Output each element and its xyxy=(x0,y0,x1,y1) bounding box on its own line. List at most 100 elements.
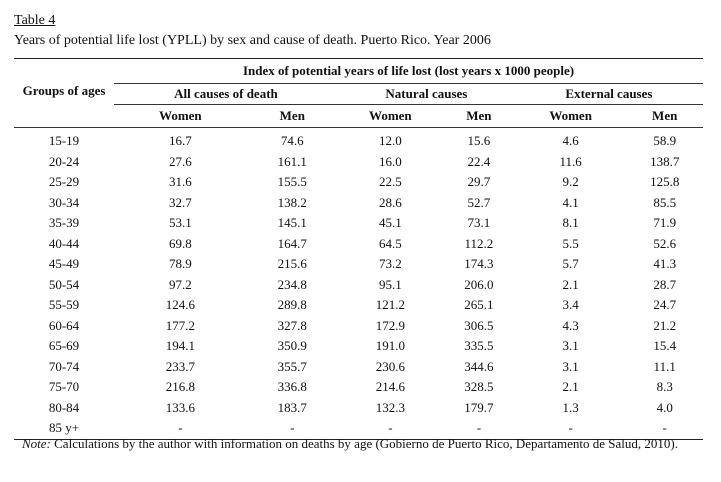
note-label: Note: xyxy=(22,436,51,451)
table-note: Note: Calculations by the author with in… xyxy=(22,436,678,452)
group-header-all-causes: All causes of death xyxy=(114,83,338,105)
index-header: Index of potential years of life lost (l… xyxy=(114,58,703,84)
value-cell: 132.3 xyxy=(375,399,405,415)
value-cell: 155.5 xyxy=(277,174,307,190)
value-cell: 183.7 xyxy=(277,399,307,415)
age-group-cell: 35-39 xyxy=(48,215,80,231)
age-group-cell: 55-59 xyxy=(48,297,80,313)
table-label: Table 4 xyxy=(14,13,56,28)
table-row: 85 y+ - - - - - - xyxy=(14,418,703,440)
value-cell: 31.6 xyxy=(168,174,192,190)
value-cell: 265.1 xyxy=(464,297,494,313)
table-row: 65-69 194.1 350.9 191.0 335.5 3.1 15.4 xyxy=(14,336,703,357)
value-cell: 8.1 xyxy=(562,215,579,231)
value-cell: 52.7 xyxy=(467,194,491,210)
age-group-cell: 25-29 xyxy=(48,174,80,190)
table-row: 20-24 27.6 161.1 16.0 22.4 11.6 138.7 xyxy=(14,152,703,173)
value-cell: 194.1 xyxy=(165,338,195,354)
value-cell: 74.6 xyxy=(280,133,304,149)
value-cell: 112.2 xyxy=(464,235,494,251)
value-cell: 336.8 xyxy=(277,379,307,395)
value-cell: 5.5 xyxy=(562,235,579,251)
table-row: 50-54 97.2 234.8 95.1 206.0 2.1 28.7 xyxy=(14,275,703,296)
value-cell: - xyxy=(514,418,627,440)
value-cell: - xyxy=(337,418,443,440)
value-cell: 214.6 xyxy=(375,379,405,395)
value-cell: 179.7 xyxy=(464,399,494,415)
header-spacer xyxy=(14,104,114,128)
sex-header: Men xyxy=(246,104,338,128)
value-cell: - xyxy=(442,418,515,440)
value-cell: 350.9 xyxy=(277,338,307,354)
value-cell: 64.5 xyxy=(378,235,402,251)
value-cell: 21.2 xyxy=(653,317,677,333)
age-group-cell: 60-64 xyxy=(48,317,80,333)
value-cell: 230.6 xyxy=(375,358,405,374)
value-cell: 133.6 xyxy=(165,399,195,415)
value-cell: 215.6 xyxy=(277,256,307,272)
value-cell: 32.7 xyxy=(168,194,192,210)
group-header-external-causes: External causes xyxy=(514,83,703,105)
value-cell: 164.7 xyxy=(277,235,307,251)
value-cell: 28.6 xyxy=(378,194,402,210)
value-cell: 174.3 xyxy=(464,256,494,272)
value-cell: 58.9 xyxy=(653,133,677,149)
value-cell: 85.5 xyxy=(653,194,677,210)
value-cell: 344.6 xyxy=(464,358,494,374)
value-cell: 3.1 xyxy=(562,338,579,354)
age-group-cell: 30-34 xyxy=(48,194,80,210)
value-cell: 161.1 xyxy=(277,153,307,169)
age-group-cell: 50-54 xyxy=(48,276,80,292)
value-cell: 11.1 xyxy=(653,358,676,374)
age-group-cell: 80-84 xyxy=(48,399,80,415)
group-header-natural-causes: Natural causes xyxy=(337,83,515,105)
sex-header: Men xyxy=(626,104,703,128)
value-cell: 121.2 xyxy=(375,297,405,313)
value-cell: 4.3 xyxy=(562,317,579,333)
value-cell: 4.6 xyxy=(562,133,579,149)
value-cell: 328.5 xyxy=(464,379,494,395)
value-cell: 24.7 xyxy=(653,297,677,313)
value-cell: 191.0 xyxy=(375,338,405,354)
value-cell: 22.4 xyxy=(467,153,491,169)
value-cell: - xyxy=(246,418,338,440)
value-cell: - xyxy=(114,418,247,440)
value-cell: 206.0 xyxy=(464,276,494,292)
table-row: 80-84 133.6 183.7 132.3 179.7 1.3 4.0 xyxy=(14,398,703,419)
value-cell: 15.4 xyxy=(653,338,677,354)
value-cell: 22.5 xyxy=(378,174,402,190)
value-cell: 2.1 xyxy=(562,276,579,292)
table-row: 30-34 32.7 138.2 28.6 52.7 4.1 85.5 xyxy=(14,193,703,214)
age-group-cell: 85 y+ xyxy=(14,418,114,440)
age-group-cell: 75-70 xyxy=(48,379,80,395)
value-cell: 355.7 xyxy=(277,358,307,374)
value-cell: 145.1 xyxy=(277,215,307,231)
value-cell: 45.1 xyxy=(378,215,402,231)
ypll-table: Groups of ages Index of potential years … xyxy=(14,58,703,440)
table-row: 55-59 124.6 289.8 121.2 265.1 3.4 24.7 xyxy=(14,295,703,316)
value-cell: 52.6 xyxy=(653,235,677,251)
table-row: 75-70 216.8 336.8 214.6 328.5 2.1 8.3 xyxy=(14,377,703,398)
value-cell: 4.0 xyxy=(656,399,673,415)
value-cell: 73.2 xyxy=(378,256,402,272)
value-cell: 306.5 xyxy=(464,317,494,333)
sex-header: Women xyxy=(514,104,627,128)
value-cell: 69.8 xyxy=(168,235,192,251)
value-cell: 73.1 xyxy=(467,215,491,231)
value-cell: 9.2 xyxy=(562,174,579,190)
value-cell: 172.9 xyxy=(375,317,405,333)
table-row: 15-19 16.7 74.6 12.0 15.6 4.6 58.9 xyxy=(14,128,703,152)
table-row: 35-39 53.1 145.1 45.1 73.1 8.1 71.9 xyxy=(14,213,703,234)
age-group-cell: 15-19 xyxy=(48,133,80,149)
sex-header: Men xyxy=(442,104,515,128)
sex-header: Women xyxy=(337,104,443,128)
value-cell: 78.9 xyxy=(168,256,192,272)
table-title: Years of potential life lost (YPLL) by s… xyxy=(14,33,491,48)
note-text: Calculations by the author with informat… xyxy=(50,436,678,451)
value-cell: 138.7 xyxy=(650,153,680,169)
value-cell: 16.0 xyxy=(378,153,402,169)
table-body: 15-19 16.7 74.6 12.0 15.6 4.6 58.9 20-24 27.6 161… xyxy=(14,128,703,440)
value-cell: 41.3 xyxy=(653,256,677,272)
age-group-cell: 45-49 xyxy=(48,256,80,272)
value-cell: 29.7 xyxy=(467,174,491,190)
